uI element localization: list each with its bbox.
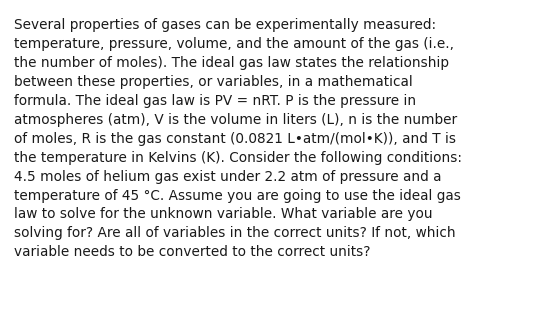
Text: Several properties of gases can be experimentally measured:
temperature, pressur: Several properties of gases can be exper…	[14, 18, 462, 259]
